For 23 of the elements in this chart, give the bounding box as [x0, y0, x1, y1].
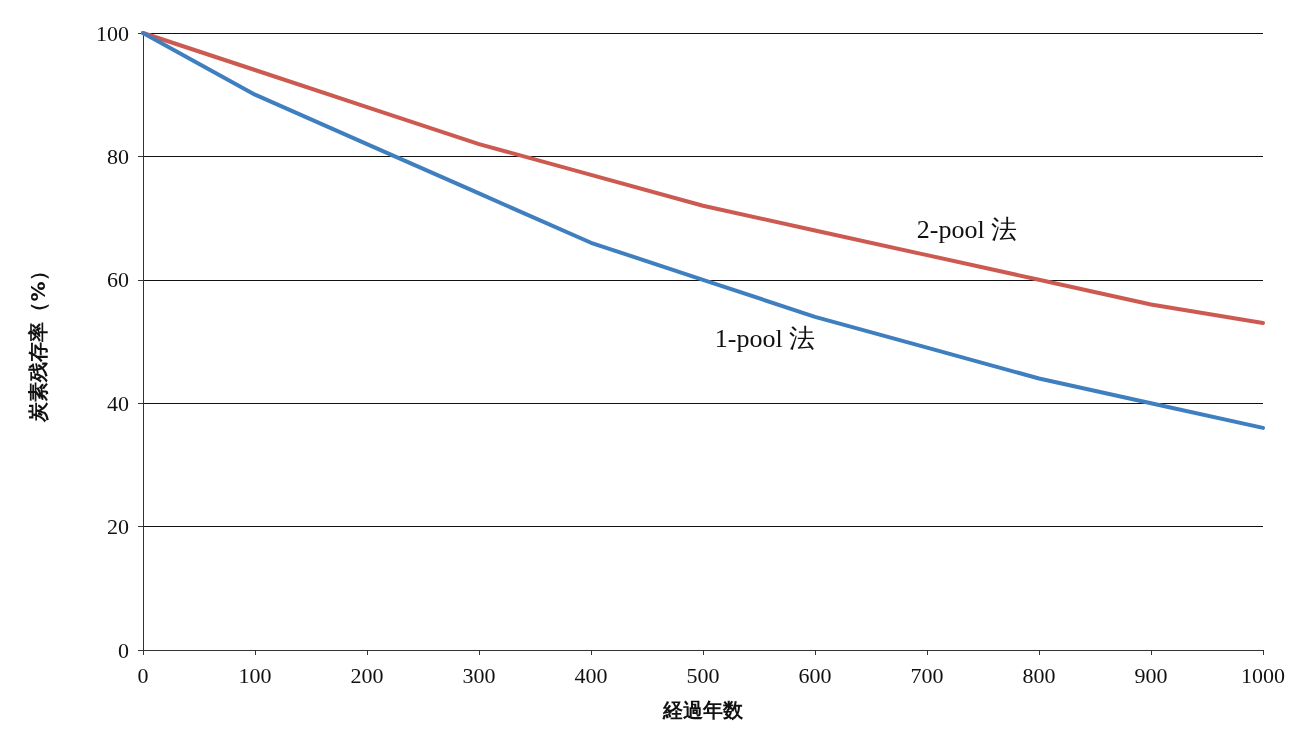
y-tick-label: 40 — [107, 390, 129, 416]
x-tick-label: 100 — [238, 662, 272, 688]
x-tick-label: 0 — [137, 662, 149, 688]
x-tick-label: 400 — [574, 662, 608, 688]
y-tick-label: 80 — [107, 143, 129, 169]
x-axis-title: 経過年数 — [662, 698, 744, 722]
x-tick-label: 700 — [910, 662, 944, 688]
line-series — [141, 31, 1265, 325]
series-label: 2-pool 法 — [916, 214, 1018, 244]
x-tick-label: 600 — [798, 662, 832, 688]
x-tick-label: 1000 — [1241, 662, 1285, 688]
x-tick-label: 800 — [1022, 662, 1056, 688]
y-tick-label: 0 — [118, 637, 129, 663]
line-series — [141, 31, 1265, 430]
x-tick-label: 500 — [686, 662, 720, 688]
x-tick-label: 900 — [1134, 662, 1168, 688]
x-tick-label: 200 — [350, 662, 384, 688]
y-tick-label: 100 — [96, 20, 129, 46]
y-tick-label: 60 — [107, 267, 129, 293]
x-tick-label: 300 — [462, 662, 496, 688]
y-axis-title: 炭素残存率（%） — [26, 261, 50, 423]
series-label: 1-pool 法 — [714, 324, 816, 354]
y-tick-label: 20 — [107, 514, 129, 540]
